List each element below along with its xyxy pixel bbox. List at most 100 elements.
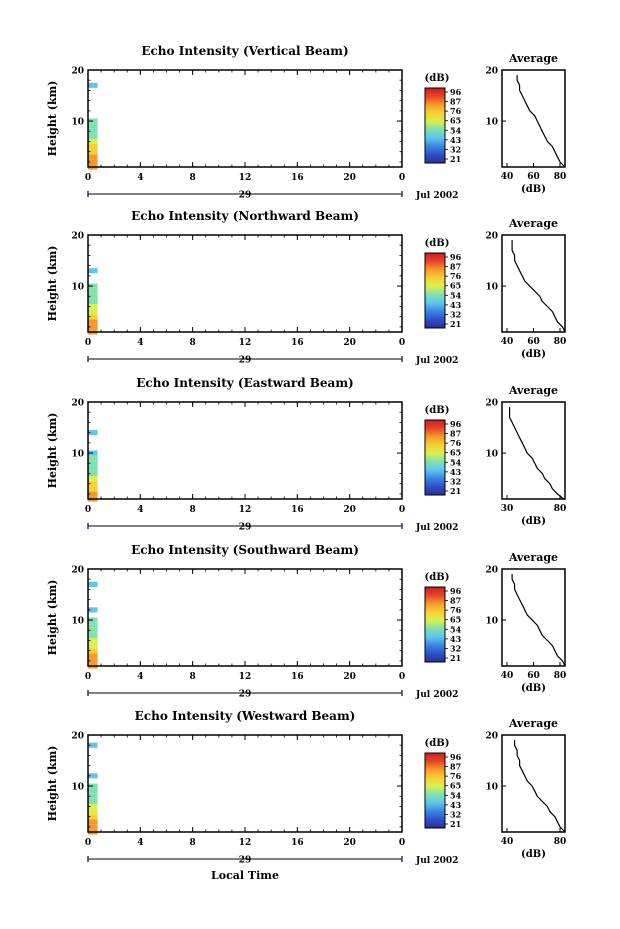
- heatmap-cell: [88, 128, 98, 134]
- month-label: Jul 2002: [415, 690, 458, 700]
- average-unit: (dB): [521, 849, 546, 860]
- heatmap-cell: [88, 293, 98, 299]
- avg-x-tick-label: 60: [527, 671, 540, 681]
- heatmap-cell: [88, 819, 98, 825]
- heatmap-cell: [88, 288, 98, 294]
- y-tick-label: 20: [71, 232, 84, 242]
- x-tick-label: 0: [85, 838, 91, 848]
- day-label: 29: [239, 523, 252, 533]
- panel-title: Echo Intensity (Eastward Beam): [136, 376, 353, 390]
- colorbar-tick-label: 21: [450, 819, 461, 829]
- panel-title: Echo Intensity (Vertical Beam): [141, 44, 348, 58]
- average-profile-line: [511, 240, 566, 333]
- avg-x-tick-label: 80: [554, 337, 567, 347]
- colorbar-tick-label: 96: [450, 252, 462, 262]
- heatmap-cell: [88, 648, 98, 654]
- x-tick-label: 16: [291, 672, 304, 682]
- x-tick-label: 12: [239, 672, 252, 682]
- x-tick-label: 4: [137, 173, 143, 183]
- heatmap-cell: [88, 298, 98, 304]
- average-frame: [501, 401, 566, 500]
- colorbar-tick-label: 43: [450, 300, 462, 310]
- x-tick-label: 0: [399, 338, 405, 348]
- avg-x-tick-label: 80: [554, 504, 567, 514]
- colorbar-tick-label: 65: [450, 281, 461, 291]
- avg-x-tick-label: 40: [501, 837, 514, 847]
- x-tick-label: 20: [343, 505, 356, 515]
- heatmap-cell: [88, 607, 98, 613]
- heatmap-cell: [88, 455, 98, 461]
- heatmap-cell: [88, 144, 98, 150]
- average-unit: (dB): [521, 349, 546, 360]
- colorbar-unit: (dB): [425, 572, 450, 583]
- x-tick-label: 8: [190, 338, 196, 348]
- y-tick-label: 20: [71, 732, 84, 742]
- panel-title: Echo Intensity (Westward Beam): [135, 709, 356, 723]
- average-profile-line: [516, 75, 566, 168]
- average-unit: (dB): [521, 683, 546, 694]
- avg-x-tick-label: 60: [527, 337, 540, 347]
- heatmap-cell: [88, 658, 98, 664]
- colorbar-tick-label: 21: [450, 486, 461, 496]
- avg-x-tick-label: 40: [501, 172, 514, 182]
- y-tick-label: 20: [71, 67, 84, 77]
- heatmap-cell: [88, 123, 98, 129]
- colorbar-tick-label: 43: [450, 800, 462, 810]
- avg-y-tick-label: 20: [485, 67, 498, 77]
- day-label: 29: [239, 191, 252, 201]
- colorbar-tick-label: 21: [450, 653, 461, 663]
- average-unit: (dB): [521, 516, 546, 527]
- colorbar-tick-label: 76: [450, 771, 462, 781]
- heatmap-cell: [88, 481, 98, 487]
- heatmap-cell: [88, 773, 98, 779]
- x-tick-label: 8: [190, 672, 196, 682]
- avg-x-tick-label: 80: [554, 837, 567, 847]
- colorbar-tick-label: 43: [450, 467, 462, 477]
- x-tick-label: 0: [399, 672, 405, 682]
- colorbar-tick-label: 87: [450, 596, 461, 606]
- colorbar-unit: (dB): [425, 738, 450, 749]
- heatmap-cell: [88, 149, 98, 155]
- x-tick-label: 4: [137, 505, 143, 515]
- colorbar-tick-label: 54: [450, 790, 462, 800]
- average-profile-line: [509, 407, 565, 500]
- x-tick-label: 0: [399, 173, 405, 183]
- x-tick-label: 8: [190, 505, 196, 515]
- heatmap-cell: [88, 643, 98, 649]
- plot-frame: [87, 401, 403, 500]
- heatmap-cell: [88, 653, 98, 659]
- heatmap-cell: [88, 476, 98, 482]
- x-tick-label: 4: [137, 672, 143, 682]
- colorbar-tick-label: 96: [450, 586, 462, 596]
- y-axis-label: Height (km): [46, 580, 59, 656]
- month-label: Jul 2002: [415, 856, 458, 866]
- x-tick-label: 16: [291, 338, 304, 348]
- heatmap-cell: [88, 793, 98, 799]
- heatmap-cell: [88, 622, 98, 628]
- heatmap-cell: [88, 154, 98, 160]
- heatmap-cell: [88, 309, 98, 315]
- panel-title: Echo Intensity (Southward Beam): [131, 543, 359, 557]
- beam-panel-4: Echo Intensity (Southward Beam) 0 4 8 12 16 20…: [46, 543, 566, 700]
- heatmap-cell: [88, 82, 98, 88]
- colorbar-tick-label: 65: [450, 448, 461, 458]
- colorbar-tick-label: 32: [450, 309, 461, 319]
- colorbar-tick-label: 54: [450, 290, 462, 300]
- colorbar: [424, 752, 446, 829]
- colorbar-tick-label: 54: [450, 125, 462, 135]
- colorbar: [424, 252, 446, 329]
- x-tick-label: 0: [399, 838, 405, 848]
- avg-x-tick-label: 80: [554, 172, 567, 182]
- avg-x-tick-label: 40: [501, 671, 514, 681]
- avg-y-tick-label: 10: [485, 450, 498, 460]
- heatmap-cell: [88, 268, 98, 274]
- colorbar-tick-label: 87: [450, 429, 461, 439]
- colorbar-tick-label: 43: [450, 634, 462, 644]
- avg-y-tick-label: 20: [485, 566, 498, 576]
- colorbar-tick-label: 76: [450, 605, 462, 615]
- heatmap-cell: [88, 465, 98, 471]
- colorbar-tick-label: 96: [450, 419, 462, 429]
- average-title: Average: [508, 217, 558, 230]
- colorbar-tick-label: 65: [450, 781, 461, 791]
- heatmap-cell: [88, 319, 98, 325]
